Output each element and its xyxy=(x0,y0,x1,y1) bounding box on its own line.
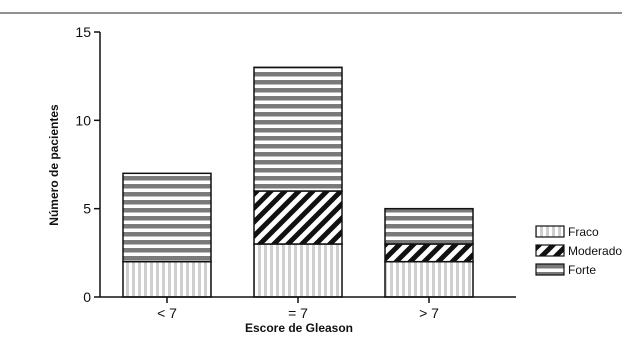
legend-label: Fraco xyxy=(568,225,599,239)
bar-segment xyxy=(122,172,212,263)
bar-segment xyxy=(253,66,343,192)
bar-segment xyxy=(384,243,474,263)
y-tick-label: 0 xyxy=(83,289,91,305)
y-tick-label: 10 xyxy=(75,112,91,128)
x-tick-label: < 7 xyxy=(157,305,177,321)
legend-label: Moderado xyxy=(568,244,622,258)
x-tick-label: = 7 xyxy=(288,305,308,321)
bars xyxy=(122,66,474,298)
bar-segment xyxy=(122,260,212,298)
legend: Fraco Moderado Forte xyxy=(535,225,622,277)
bar-segment xyxy=(253,243,343,298)
legend-swatch xyxy=(535,225,565,238)
y-tick-label: 5 xyxy=(83,201,91,217)
x-axis-ticks: < 7 = 7 > 7 xyxy=(157,297,439,321)
bar-segment xyxy=(384,260,474,298)
x-axis-title: Escore de Gleason xyxy=(245,321,353,335)
legend-label: Forte xyxy=(568,263,596,277)
y-tick-label: 15 xyxy=(75,24,91,40)
y-axis-ticks: 0 5 10 15 xyxy=(75,24,100,305)
y-axis-title: Número de pacientes xyxy=(47,104,61,226)
legend-swatch xyxy=(535,244,565,257)
bar-segment xyxy=(253,190,343,245)
legend-swatch xyxy=(535,263,565,276)
x-tick-label: > 7 xyxy=(419,305,439,321)
bar-segment xyxy=(384,207,474,245)
